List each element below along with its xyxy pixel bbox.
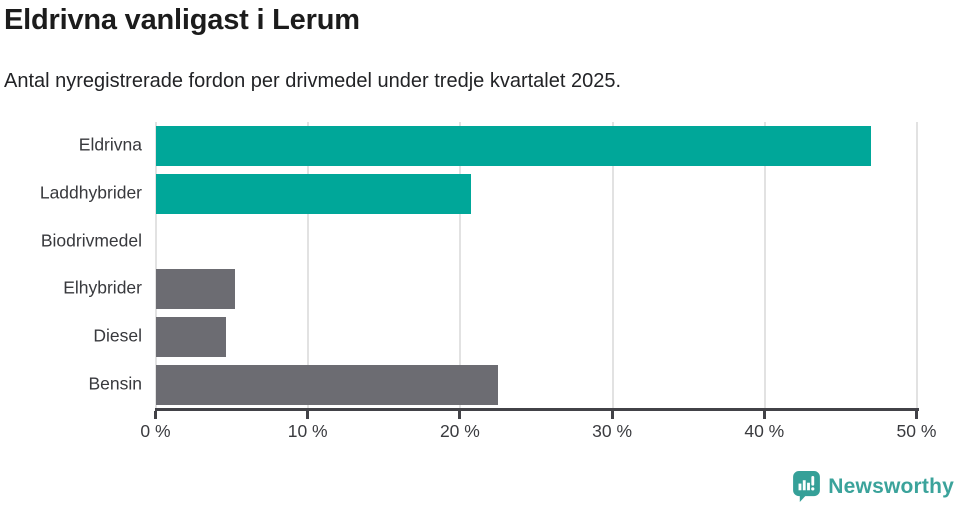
axis-tick (915, 411, 918, 419)
bar-row: Bensin (0, 361, 960, 409)
axis-tick (762, 411, 766, 419)
bar-row: Laddhybrider (0, 170, 960, 218)
bar-row: Eldrivna (0, 122, 960, 170)
tick-label: 0 % (140, 421, 171, 441)
axis-tick (610, 411, 614, 419)
tick-label: 10 % (287, 421, 328, 441)
category-label: Laddhybrider (39, 182, 142, 203)
bar (156, 125, 872, 166)
category-label: Elhybrider (63, 278, 142, 299)
plot-area (155, 122, 918, 409)
category-label: Bensin (88, 373, 142, 394)
gridline (155, 122, 157, 409)
bar-row: Elhybrider (0, 266, 960, 314)
category-label: Diesel (93, 325, 142, 346)
bar-row: Biodrivmedel (0, 218, 960, 266)
category-label: Biodrivmedel (40, 230, 142, 251)
bar (156, 317, 226, 358)
gridline (307, 122, 310, 409)
tick-label: 50 % (896, 421, 937, 441)
tick-label: 30 % (592, 421, 633, 441)
bar-row: Diesel (0, 313, 960, 361)
x-axis-line (155, 408, 919, 411)
chart-subtitle: Antal nyregistrerade fordon per drivmede… (4, 70, 622, 92)
bar (156, 173, 472, 214)
axis-tick (154, 411, 157, 419)
axis-tick (458, 411, 462, 419)
newsworthy-bubble-chart-icon (793, 471, 821, 502)
gridline (459, 122, 462, 409)
gridline (611, 122, 614, 409)
bar (156, 365, 499, 406)
category-label: Eldrivna (78, 134, 142, 155)
gridline (763, 122, 766, 409)
axis-tick (306, 411, 310, 419)
gridline (916, 122, 918, 409)
tick-label: 20 % (439, 421, 480, 441)
brand-name: Newsworthy (828, 474, 954, 498)
tick-label: 40 % (744, 421, 785, 441)
bar (156, 269, 236, 310)
brand-logo: Newsworthy (793, 471, 954, 502)
chart-title: Eldrivna vanligast i Lerum (4, 4, 360, 36)
